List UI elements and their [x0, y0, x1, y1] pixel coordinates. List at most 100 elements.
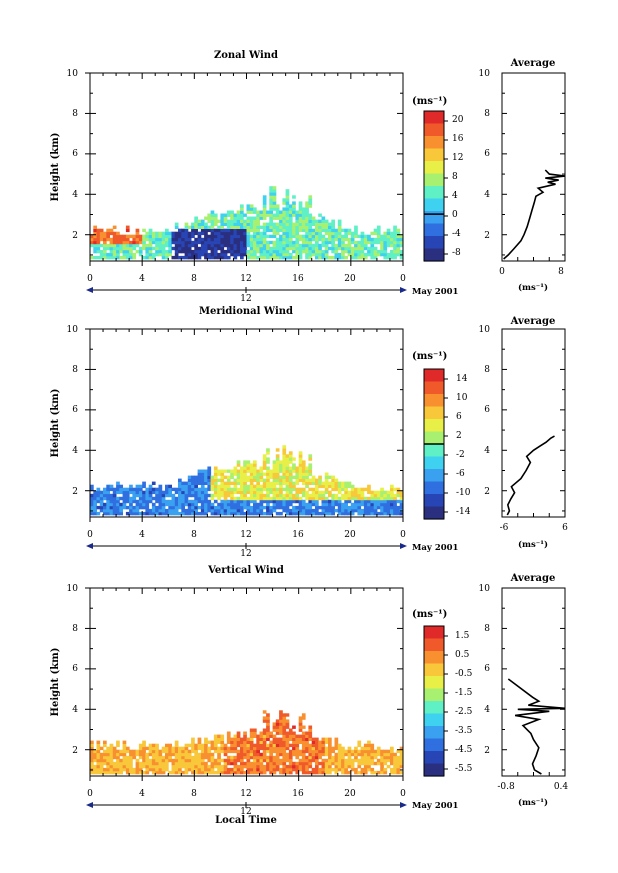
heatmap-cell	[230, 219, 234, 223]
heatmap-cell	[165, 767, 169, 772]
heatmap-cell	[305, 767, 309, 772]
heatmap-cell	[285, 249, 290, 254]
heatmap-cell	[112, 746, 117, 751]
heatmap-cell	[155, 508, 159, 513]
colorbar-segment	[424, 419, 444, 426]
heatmap-cell	[236, 216, 241, 220]
heatmap-cell	[226, 490, 231, 495]
heatmap-cell	[187, 249, 192, 254]
heatmap-cell	[288, 231, 293, 236]
heatmap-cell	[178, 478, 182, 482]
heatmap-cell	[171, 508, 176, 513]
heatmap-cell	[266, 478, 270, 482]
heatmap-cell	[181, 487, 185, 492]
heatmap-cell	[161, 502, 166, 507]
heatmap-cell	[390, 502, 394, 507]
heatmap-cell	[282, 249, 287, 254]
heatmap-cell	[324, 249, 329, 254]
heatmap-cell	[243, 472, 247, 476]
heatmap-cell	[233, 746, 238, 751]
heatmap-cell	[275, 228, 280, 233]
heatmap-cell	[315, 755, 319, 760]
heatmap-cell	[399, 496, 404, 501]
heatmap-cell	[243, 481, 247, 485]
heatmap-cell	[285, 713, 290, 717]
heatmap-cell	[125, 225, 130, 229]
vertical-ylabel: Height (km)	[50, 648, 61, 717]
heatmap-cell	[253, 237, 257, 242]
heatmap-cell	[181, 493, 185, 498]
heatmap-cell	[243, 460, 247, 464]
heatmap-cell	[282, 725, 287, 729]
heatmap-cell	[226, 502, 231, 507]
heatmap-cell	[305, 740, 309, 744]
heatmap-cell	[295, 743, 300, 748]
heatmap-cell	[318, 770, 322, 775]
heatmap-cell	[285, 719, 290, 723]
heatmap-cell	[135, 749, 140, 754]
heatmap-cell	[305, 240, 309, 245]
heatmap-cell	[158, 487, 163, 492]
heatmap-cell	[151, 502, 156, 507]
heatmap-cell	[380, 234, 384, 239]
heatmap-cell	[305, 484, 309, 489]
heatmap-cell	[269, 484, 273, 489]
heatmap-cell	[318, 228, 322, 233]
heatmap-cell	[165, 493, 169, 498]
heatmap-cell	[285, 192, 290, 196]
heatmap-cell	[262, 764, 267, 769]
heatmap-cell	[165, 234, 169, 239]
heatmap-cell	[233, 740, 238, 744]
meridional-xtick-4: 4	[139, 530, 145, 540]
heatmap-cell	[174, 508, 179, 513]
heatmap-cell	[194, 502, 198, 507]
heatmap-cell	[262, 249, 267, 254]
heatmap-cell	[337, 487, 342, 492]
heatmap-cell	[90, 761, 94, 766]
heatmap-cell	[96, 493, 101, 498]
heatmap-cell	[347, 490, 352, 495]
heatmap-cell	[243, 252, 247, 257]
heatmap-cell	[174, 758, 179, 763]
heatmap-cell	[390, 496, 394, 501]
heatmap-cell	[204, 493, 208, 498]
heatmap-cell	[341, 249, 345, 254]
heatmap-cell	[288, 475, 293, 479]
heatmap-cell	[360, 490, 365, 495]
meridional-profile-xtick-max: 6	[562, 523, 568, 533]
heatmap-cell	[318, 490, 322, 495]
heatmap-cell	[253, 466, 257, 470]
heatmap-cell	[194, 216, 198, 220]
heatmap-cell	[256, 475, 260, 479]
heatmap-cell	[315, 752, 319, 757]
heatmap-cell	[292, 463, 296, 467]
heatmap-cell	[285, 737, 290, 741]
heatmap-cell	[223, 249, 228, 254]
heatmap-cell	[125, 255, 130, 260]
heatmap-cell	[213, 508, 218, 513]
heatmap-cell	[246, 767, 251, 772]
heatmap-cell	[125, 246, 130, 251]
heatmap-cell	[178, 749, 182, 754]
heatmap-cell	[295, 240, 300, 245]
heatmap-cell	[266, 451, 270, 455]
heatmap-cell	[197, 234, 202, 239]
heatmap-cell	[308, 466, 313, 470]
heatmap-cell	[272, 222, 277, 226]
heatmap-cell	[262, 240, 267, 245]
heatmap-cell	[174, 767, 179, 772]
heatmap-cell	[125, 490, 130, 495]
heatmap-cell	[243, 770, 247, 775]
heatmap-cell	[376, 231, 381, 236]
heatmap-cell	[396, 228, 401, 233]
heatmap-cell	[236, 460, 241, 464]
heatmap-cell	[200, 496, 205, 501]
heatmap-cell	[328, 490, 332, 495]
heatmap-cell	[230, 228, 234, 233]
heatmap-cell	[184, 499, 189, 504]
heatmap-cell	[282, 737, 287, 741]
heatmap-cell	[165, 249, 169, 254]
heatmap-cell	[311, 746, 316, 751]
heatmap-cell	[116, 484, 120, 489]
heatmap-cell	[282, 460, 287, 464]
